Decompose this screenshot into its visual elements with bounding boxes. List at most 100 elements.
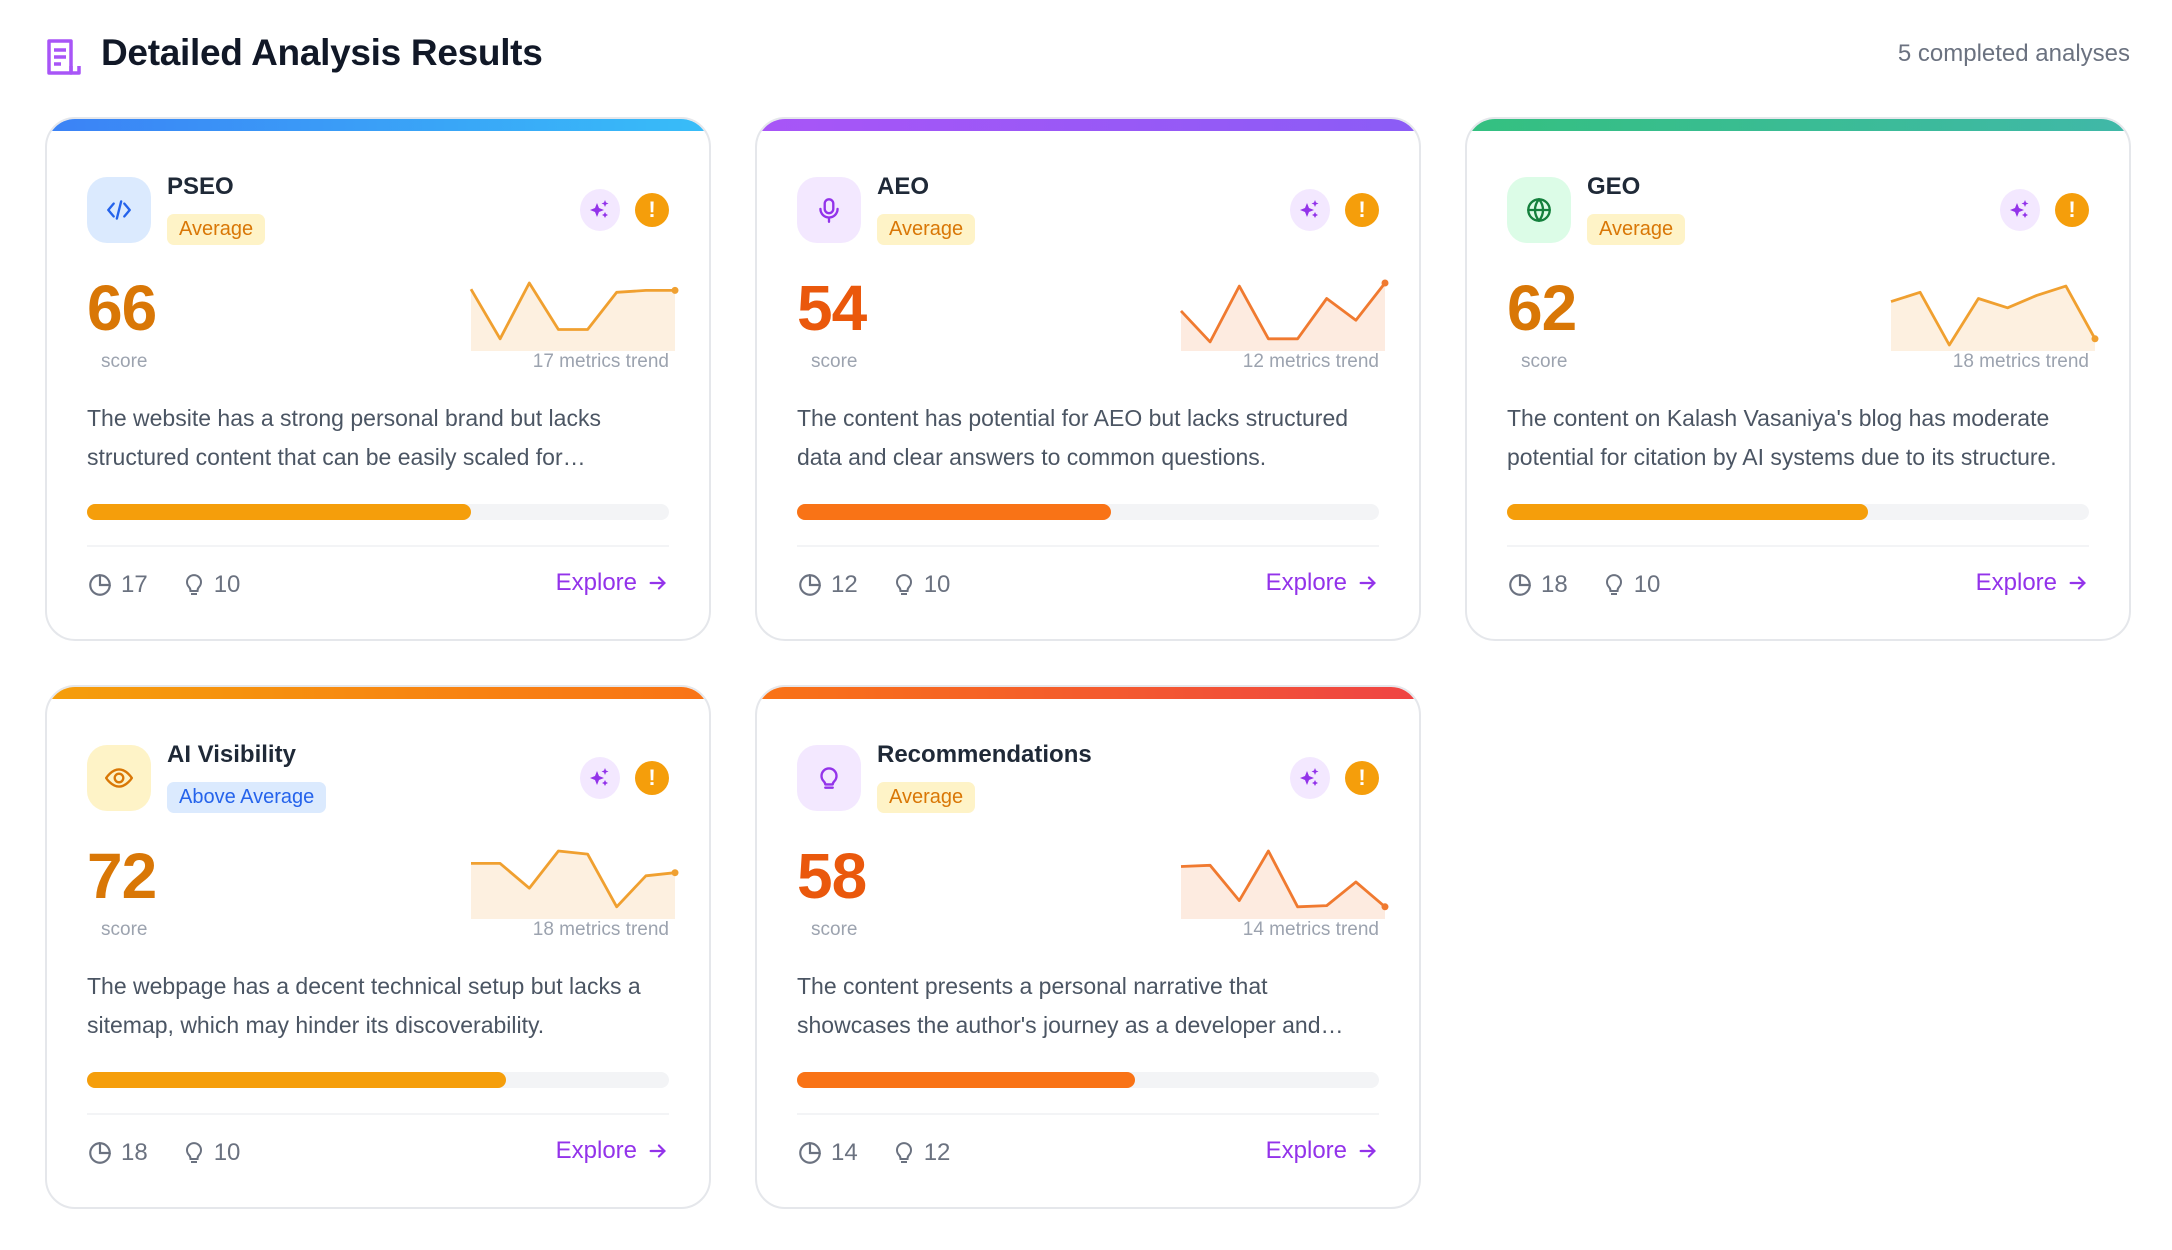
card-stats: 12 10 (797, 571, 950, 599)
lightbulb-icon (895, 1142, 912, 1163)
trend-area (1181, 283, 1385, 351)
analysis-card[interactable]: Recommendations Average ! 58 score 14 me… (755, 685, 1421, 1209)
score-label: score (101, 351, 148, 372)
trend-area (471, 283, 675, 351)
explore-label: Explore (1975, 569, 2057, 596)
ai-insights-button[interactable] (1290, 189, 1330, 231)
arrow-right-icon (2069, 576, 2086, 590)
progress-fill (87, 504, 472, 520)
category-icon-box (1507, 177, 1571, 243)
divider (797, 1113, 1379, 1115)
explore-link[interactable]: Explore (556, 1137, 669, 1165)
score-value: 58 (797, 840, 867, 912)
arrow-right-icon (1359, 576, 1376, 590)
microphone-icon (819, 198, 839, 223)
code-icon (107, 200, 131, 220)
warning-alert-icon[interactable]: ! (635, 193, 669, 227)
trend-end-point (671, 869, 679, 877)
card-accent-bar (47, 119, 709, 131)
warning-alert-icon[interactable]: ! (635, 761, 669, 795)
score-progress-bar (1507, 504, 2089, 520)
trend-line (1180, 849, 1386, 909)
card-stats: 17 10 (87, 571, 240, 599)
explore-link[interactable]: Explore (1976, 569, 2089, 597)
ai-insights-button[interactable] (580, 757, 620, 799)
analysis-summary: The webpage has a decent technical setup… (87, 973, 641, 1038)
warning-alert-icon[interactable]: ! (1345, 761, 1379, 795)
trend-sparkline (469, 281, 679, 351)
recommendations-count: 10 (213, 1139, 241, 1166)
card-stats: 18 10 (87, 1139, 240, 1167)
pie-chart-icon (799, 574, 821, 596)
pie-chart-icon (89, 1142, 111, 1164)
warning-alert-icon[interactable]: ! (2055, 193, 2089, 227)
metrics-count: 17 (121, 571, 148, 598)
explore-link[interactable]: Explore (1266, 569, 1379, 597)
card-stats: 14 12 (797, 1139, 950, 1167)
metrics-count: 14 (831, 1139, 858, 1166)
trend-line (471, 849, 676, 909)
arrow-right-icon (649, 1144, 666, 1158)
lightbulb-icon (820, 767, 838, 789)
pie-chart-icon (799, 1142, 821, 1164)
analysis-card[interactable]: GEO Average ! 62 score 18 metrics trend … (1465, 117, 2131, 641)
analysis-card[interactable]: AI Visibility Above Average ! 72 score 1… (45, 685, 711, 1209)
score-value: 72 (87, 840, 157, 912)
ai-insights-button[interactable] (580, 189, 620, 231)
score-progress-bar (797, 504, 1379, 520)
ai-insights-button[interactable] (2000, 189, 2040, 231)
card-accent-bar (757, 119, 1419, 131)
analysis-card[interactable]: PSEO Average ! 66 score 17 metrics trend… (45, 117, 711, 641)
progress-fill (797, 1072, 1135, 1088)
trend-sparkline (471, 849, 679, 919)
trend-label: 14 metrics trend (1242, 919, 1379, 940)
recommendations-count: 12 (923, 1139, 951, 1166)
trend-end-point (2091, 335, 2099, 343)
metrics-count: 12 (831, 571, 858, 598)
document-list-icon (47, 39, 81, 75)
ai-insights-button[interactable] (1290, 757, 1330, 799)
trend-label: 18 metrics trend (532, 919, 669, 940)
sparkles-icon (1300, 200, 1319, 218)
explore-label: Explore (1265, 569, 1347, 596)
globe-icon (1527, 198, 1551, 222)
warning-alert-icon[interactable]: ! (1345, 193, 1379, 227)
trend-area (1891, 286, 2095, 351)
card-title: AEO (877, 173, 930, 200)
recommendations-count: 10 (1633, 571, 1661, 598)
rating-badge: Average (877, 782, 976, 813)
arrow-right-icon (649, 576, 666, 590)
trend-sparkline (1180, 849, 1389, 919)
analysis-summary: The content presents a personal narrativ… (797, 973, 1321, 1038)
score-label: score (1521, 351, 1568, 372)
rating-badge: Average (167, 214, 266, 245)
card-accent-bar (757, 687, 1419, 699)
trend-label: 18 metrics trend (1952, 351, 2089, 372)
card-title: AI Visibility (167, 741, 296, 768)
analysis-card[interactable]: AEO Average ! 54 score 12 metrics trend … (755, 117, 1421, 641)
recommendations-count: 10 (923, 571, 951, 598)
sparkles-icon (590, 200, 609, 218)
category-icon-box (87, 745, 151, 811)
trend-area (471, 851, 675, 919)
recommendations-count: 10 (213, 571, 241, 598)
lightbulb-icon (185, 1142, 202, 1163)
trend-label: 17 metrics trend (532, 351, 669, 372)
lightbulb-icon (895, 574, 912, 595)
explore-link[interactable]: Explore (556, 569, 669, 597)
explore-link[interactable]: Explore (1266, 1137, 1379, 1165)
sparkles-icon (1300, 768, 1319, 786)
progress-fill (797, 504, 1112, 520)
pie-chart-icon (89, 574, 111, 596)
score-value: 54 (797, 272, 867, 344)
trend-area (1181, 851, 1385, 919)
divider (87, 545, 669, 547)
divider (1507, 545, 2089, 547)
completed-count: 5 completed analyses (1897, 40, 2130, 67)
card-title: PSEO (167, 173, 234, 200)
trend-line (1890, 284, 2097, 347)
card-accent-bar (47, 687, 709, 699)
score-label: score (101, 919, 148, 940)
card-title: Recommendations (877, 741, 1092, 768)
lightbulb-icon (185, 574, 202, 595)
